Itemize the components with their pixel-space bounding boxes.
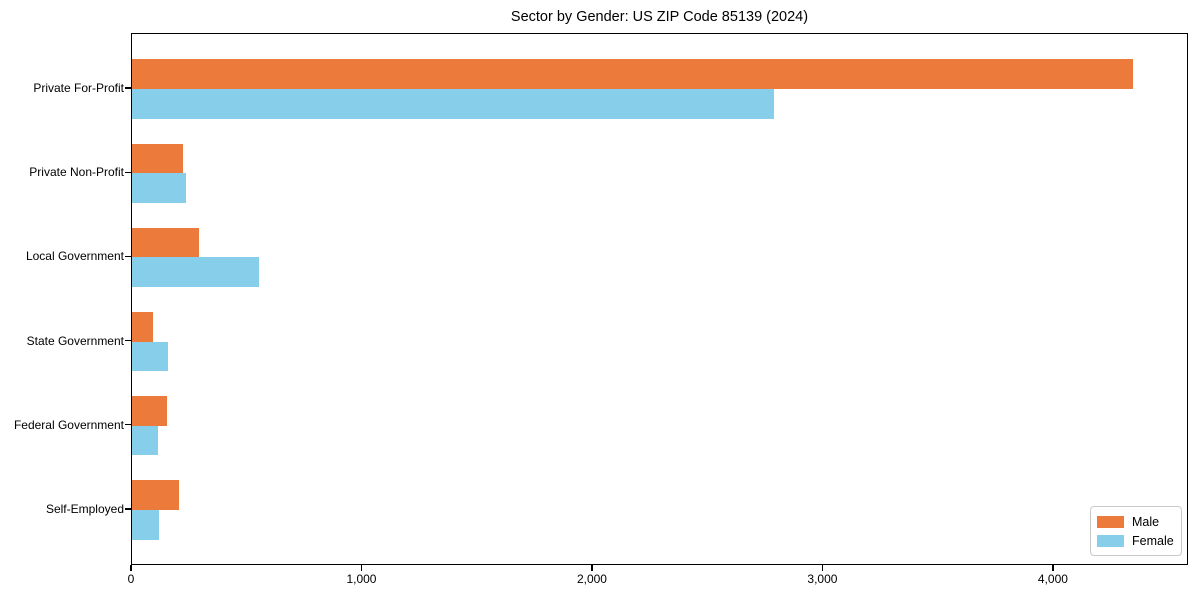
bar-male-self-employed (132, 480, 180, 510)
legend-swatch-female-icon (1097, 534, 1124, 547)
legend-entry-male: Male (1097, 512, 1173, 531)
y-tick-label-local-government: Local Government (25, 249, 124, 264)
legend-label-female: Female (1132, 533, 1174, 548)
x-tick-label-4-000: 4,000 (1037, 572, 1068, 586)
y-tick-label-state-government: State Government (26, 333, 124, 348)
bar-male-local-government (132, 227, 199, 258)
x-tick-label-3-000: 3,000 (807, 572, 838, 586)
x-tick-label-1-000: 1,000 (346, 572, 377, 586)
bar-female-federal-government (132, 425, 158, 456)
legend-label-male: Male (1132, 514, 1160, 529)
y-tick-mark (125, 424, 131, 426)
x-tick-label-0: 0 (127, 572, 135, 586)
chart-title: Sector by Gender: US ZIP Code 85139 (202… (510, 9, 809, 25)
bar-male-private-non-profit (132, 143, 183, 174)
legend-swatch-male-icon (1097, 515, 1124, 528)
bar-male-private-for-profit (132, 59, 1133, 89)
y-tick-mark (125, 87, 131, 89)
y-tick-label-federal-government: Federal Government (13, 417, 124, 432)
plot-area (131, 33, 1188, 565)
y-tick-mark (125, 255, 131, 258)
legend-entry-female: Female (1097, 531, 1174, 550)
y-tick-mark (125, 508, 131, 510)
y-tick-mark (125, 171, 131, 173)
x-tick-label-2-000: 2,000 (576, 572, 607, 586)
y-tick-label-private-non-profit: Private Non-Profit (29, 165, 124, 180)
x-tick-mark (591, 565, 593, 571)
legend: Male Female (1090, 506, 1182, 556)
y-tick-label-self-employed: Self-Employed (45, 502, 124, 516)
bar-female-self-employed (132, 510, 159, 540)
bar-male-federal-government (132, 396, 167, 426)
bar-female-state-government (132, 341, 168, 372)
x-tick-mark (1052, 565, 1054, 571)
bar-female-private-for-profit (132, 89, 774, 119)
x-tick-mark (130, 565, 132, 571)
y-tick-mark (125, 339, 131, 342)
x-tick-mark (821, 565, 824, 571)
bar-male-state-government (132, 312, 153, 342)
bar-female-private-non-profit (132, 173, 187, 203)
bar-female-local-government (132, 257, 259, 287)
x-tick-mark (360, 565, 363, 571)
y-tick-label-private-for-profit: Private For-Profit (33, 81, 124, 95)
